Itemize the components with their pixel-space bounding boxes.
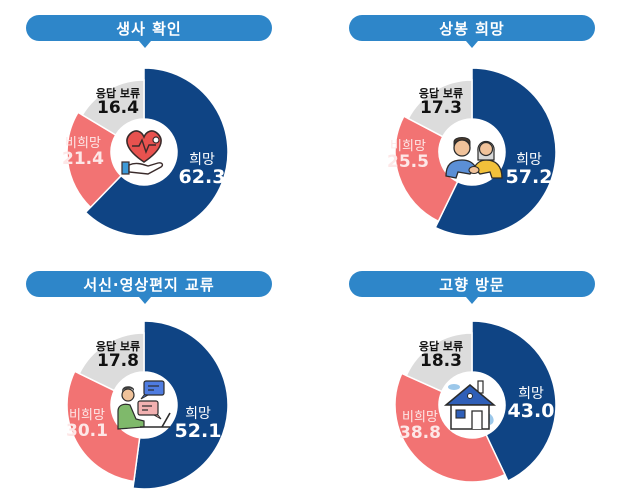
heart-in-hand-icon [112,118,176,182]
banner-pointer [139,41,151,48]
slice-label-hope: 희망 43.0 [507,386,555,422]
donut-chart [66,67,229,237]
banner-pointer [139,297,151,304]
chart-title-banner: 생사 확인 [26,15,272,41]
banner-pointer [466,297,478,304]
donut-chart [66,320,229,490]
house-icon [440,375,504,439]
slice-label-no-hope: 비희망 21.4 [62,136,104,169]
slice-label-no-hope: 비희망 38.8 [399,410,441,443]
slice-label-hope: 희망 57.2 [505,152,553,188]
chart-title: 생사 확인 [116,19,182,38]
chart-panel-1: 생사 확인 희망 62.3 비희망 21.4 응답 보류 16.4 [0,0,311,249]
slice-hope [132,320,229,490]
chart-title-banner: 서신·영상편지 교류 [26,271,272,297]
chart-title: 상봉 희망 [439,19,505,38]
two-people-handshake-icon [442,124,506,188]
chart-title: 서신·영상편지 교류 [83,275,215,294]
chart-title: 고향 방문 [439,275,505,294]
slice-label-undecided: 응답 보류 17.3 [418,87,464,118]
chart-panel-4: 고향 방문 희망 43.0 비희망 38.8 응답 보류 18.3 [311,249,622,498]
slice-label-no-hope: 비희망 30.1 [66,408,108,441]
slice-label-undecided: 응답 보류 17.8 [95,340,141,371]
chart-panel-2: 상봉 희망 희망 57.2 비희망 25.5 응답 보류 17.3 [311,0,622,249]
slice-label-undecided: 응답 보류 16.4 [95,87,141,118]
chart-panel-3: 서신·영상편지 교류 희망 52.1 비희망 30.1 응답 보류 17.8 [0,249,311,498]
person-laptop-messages-icon [114,373,178,437]
banner-pointer [466,41,478,48]
slice-label-hope: 희망 52.1 [174,406,222,442]
chart-title-banner: 고향 방문 [349,271,595,297]
slice-label-undecided: 응답 보류 18.3 [418,340,464,371]
slice-label-no-hope: 비희망 25.5 [387,139,429,172]
slice-label-hope: 희망 62.3 [178,152,226,188]
chart-title-banner: 상봉 희망 [349,15,595,41]
donut-chart [394,320,557,483]
